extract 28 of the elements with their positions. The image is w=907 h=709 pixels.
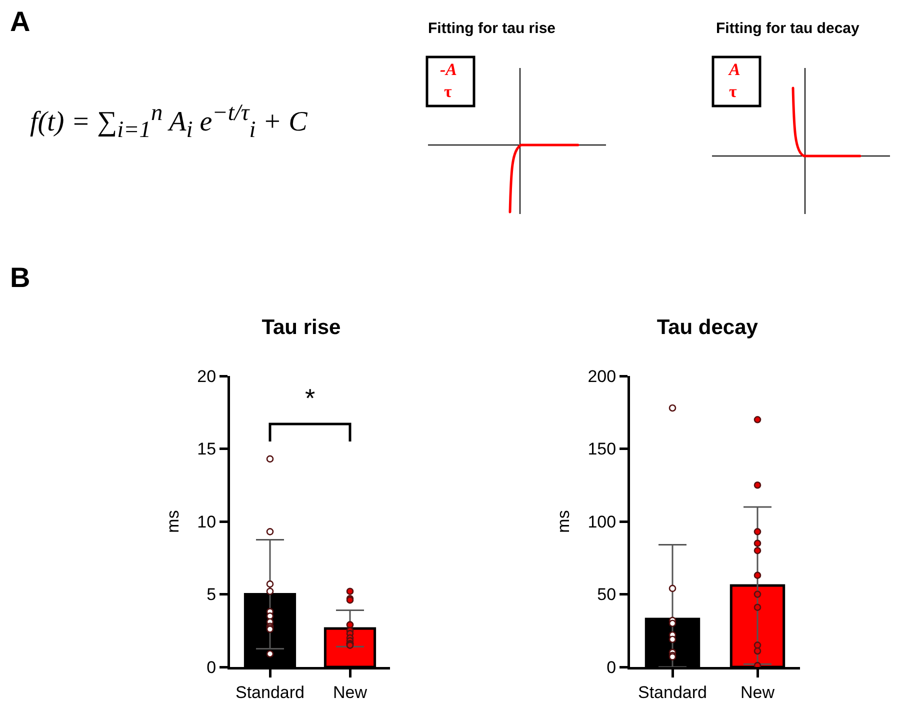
y-tick-label: 5 — [206, 585, 216, 604]
text: -A — [440, 60, 457, 80]
y-tick-label: 10 — [197, 512, 216, 532]
text: A — [729, 60, 740, 80]
text: τ — [444, 82, 452, 102]
text: B — [10, 262, 30, 294]
chart-title: Tau decay — [656, 316, 758, 339]
text: τ — [729, 82, 737, 102]
x-tick-label: New — [332, 682, 368, 702]
text: f(t) = ∑$_{i=1}$$^{n}$ A$_{i}$ e$^{−t/τ}$$_{i}$ + C — [30, 100, 308, 143]
y-axis-title: ms — [163, 510, 182, 533]
chart-title: Tau rise — [262, 316, 341, 339]
x-tick-label: Standard — [638, 682, 707, 702]
y-tick-label: 150 — [588, 440, 616, 459]
text: Fitting for tau decay — [716, 20, 860, 37]
y-axis-title: ms — [554, 510, 574, 533]
y-tick-label: 0 — [206, 658, 216, 677]
y-tick-label: 50 — [597, 585, 616, 604]
y-tick-label: 200 — [588, 366, 616, 386]
text: A — [10, 6, 30, 38]
x-tick-label: New — [740, 682, 776, 702]
y-tick-label: 20 — [197, 366, 216, 386]
y-tick-label: 0 — [606, 658, 616, 677]
annotation: * — [305, 383, 316, 413]
x-tick-label: Standard — [236, 682, 304, 702]
y-tick-label: 15 — [197, 440, 216, 459]
text: Fitting for tau rise — [428, 20, 556, 37]
y-tick-label: 100 — [588, 512, 616, 532]
